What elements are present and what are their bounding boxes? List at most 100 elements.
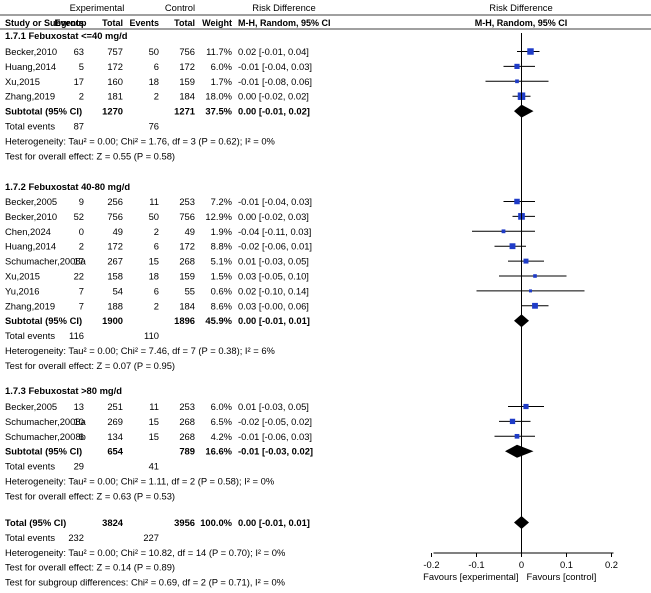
study-ctl-events: 15 <box>149 431 159 442</box>
study-ci-text: 0.02 [-0.10, 0.14] <box>238 285 309 296</box>
study-name: Schumacher,2008a <box>5 256 87 267</box>
study-ci-text: 0.03 [-0.00, 0.06] <box>238 300 309 311</box>
overall-weight: 100.0% <box>200 517 232 528</box>
study-weight: 6.0% <box>211 401 232 412</box>
study-effect-square <box>514 433 520 439</box>
study-ctl-events: 11 <box>149 196 159 207</box>
study-ci-text: 0.01 [-0.03, 0.05] <box>238 401 309 412</box>
study-ci-text: 0.00 [-0.02, 0.02] <box>238 91 309 102</box>
subtotal-ci-text: 0.00 [-0.01, 0.01] <box>238 315 310 326</box>
header-method: M-H, Random, 95% CI <box>238 18 331 28</box>
study-exp-events: 63 <box>74 46 84 57</box>
study-name: Huang,2014 <box>5 241 56 252</box>
study-ci-text: 0.03 [-0.05, 0.10] <box>238 271 309 282</box>
study-name: Schumacher,2008b <box>5 431 86 442</box>
total-events-exp: 29 <box>74 461 84 472</box>
study-exp-events: 5 <box>79 61 84 72</box>
study-ctl-total: 172 <box>179 241 195 252</box>
study-name: Becker,2005 <box>5 401 57 412</box>
study-name: Becker,2005 <box>5 196 57 207</box>
subgroup-title: 1.7.3 Febuxostat >80 mg/d <box>5 385 122 396</box>
study-exp-total: 251 <box>107 401 123 412</box>
subgroup-title: 1.7.2 Febuxostat 40-80 mg/d <box>5 181 130 192</box>
subgroup-difference-test: Test for subgroup differences: Chi² = 0.… <box>5 577 285 588</box>
study-exp-events: 52 <box>74 211 84 222</box>
total-events-ctl: 110 <box>144 330 159 341</box>
study-ci-text: 0.01 [-0.03, 0.05] <box>238 256 309 267</box>
study-name: Becker,2010 <box>5 46 57 57</box>
study-effect-square <box>514 63 520 69</box>
study-ctl-total: 184 <box>179 300 195 311</box>
subtotal-exp-total: 654 <box>107 446 123 457</box>
total-events-label: Total events <box>5 532 55 543</box>
study-weight: 4.2% <box>211 431 232 442</box>
study-ctl-events: 18 <box>149 271 159 282</box>
x-axis-tick-label: -0.2 <box>423 559 439 570</box>
study-ctl-events: 2 <box>154 91 159 102</box>
study-exp-events: 9 <box>79 196 84 207</box>
study-ci-text: -0.02 [-0.06, 0.01] <box>238 241 312 252</box>
study-weight: 0.6% <box>211 285 232 296</box>
subgroup-heterogeneity: Heterogeneity: Tau² = 0.00; Chi² = 1.11,… <box>5 476 274 487</box>
study-exp-events: 13 <box>74 401 84 412</box>
study-weight: 7.2% <box>211 196 232 207</box>
subtotal-ctl-total: 1271 <box>174 106 195 117</box>
study-exp-total: 160 <box>107 76 123 87</box>
subtotal-diamond <box>505 444 534 458</box>
favours-control-label: Favours [control] <box>527 571 597 582</box>
study-exp-total: 756 <box>107 211 123 222</box>
subtotal-exp-total: 1900 <box>102 315 123 326</box>
subtotal-diamond <box>514 104 534 118</box>
study-exp-total: 181 <box>107 91 123 102</box>
study-ctl-total: 49 <box>185 226 195 237</box>
study-exp-events: 2 <box>79 241 84 252</box>
study-effect-square <box>509 418 516 425</box>
study-effect-square <box>523 258 529 264</box>
subtotal-weight: 37.5% <box>205 106 232 117</box>
header-exp-events: Events <box>54 18 84 28</box>
study-effect-square <box>527 48 534 55</box>
header-ctl-total: Total <box>174 18 195 28</box>
subtotal-label: Subtotal (95% CI) <box>5 315 82 326</box>
study-exp-total: 757 <box>107 46 123 57</box>
x-axis-tick-label: 0 <box>519 559 524 570</box>
x-axis-tick-label: 0.2 <box>605 559 618 570</box>
study-effect-square <box>528 289 533 293</box>
total-events-ctl: 41 <box>149 461 159 472</box>
x-axis-tick-label: 0.1 <box>560 559 573 570</box>
study-ctl-total: 253 <box>179 196 195 207</box>
study-ctl-total: 268 <box>179 256 195 267</box>
study-name: Zhang,2019 <box>5 300 55 311</box>
header-risk-difference-plot: Risk Difference <box>489 2 552 13</box>
study-ctl-events: 18 <box>149 76 159 87</box>
subgroup-title: 1.7.1 Febuxostat <=40 mg/d <box>5 30 128 41</box>
study-name: Xu,2015 <box>5 76 40 87</box>
study-effect-square <box>532 302 538 309</box>
study-weight: 5.1% <box>211 256 232 267</box>
header-weight: Weight <box>202 18 232 28</box>
header-ctl-events: Events <box>129 18 159 28</box>
study-weight: 18.0% <box>205 91 232 102</box>
study-exp-events: 7 <box>79 300 84 311</box>
subtotal-ctl-total: 1896 <box>174 315 195 326</box>
study-exp-total: 134 <box>107 431 123 442</box>
study-ctl-events: 2 <box>154 300 159 311</box>
study-exp-events: 17 <box>74 76 84 87</box>
study-effect-square <box>533 274 537 278</box>
study-effect-square <box>509 243 516 250</box>
study-weight: 6.0% <box>211 61 232 72</box>
study-effect-square <box>514 198 520 205</box>
study-ctl-total: 159 <box>179 76 195 87</box>
study-exp-total: 256 <box>107 196 123 207</box>
study-name: Chen,2024 <box>5 226 51 237</box>
study-ci-text: 0.00 [-0.02, 0.03] <box>238 211 309 222</box>
study-weight: 8.8% <box>211 241 232 252</box>
study-effect-square <box>501 229 506 234</box>
study-ctl-events: 6 <box>154 285 159 296</box>
study-exp-events: 22 <box>74 271 84 282</box>
study-weight: 8.6% <box>211 300 232 311</box>
header-risk-difference: Risk Difference <box>252 2 315 13</box>
subtotal-label: Subtotal (95% CI) <box>5 106 82 117</box>
subgroup-heterogeneity: Heterogeneity: Tau² = 0.00; Chi² = 1.76,… <box>5 135 275 146</box>
